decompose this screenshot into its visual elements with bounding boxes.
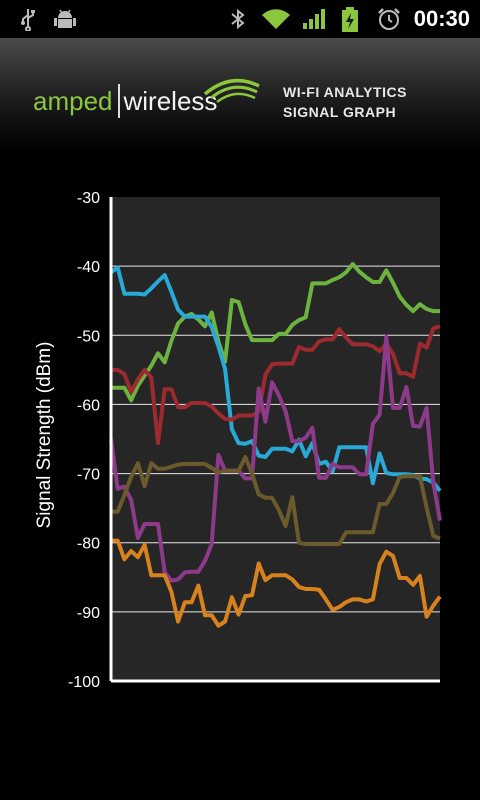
- logo-swoosh-icon: [203, 78, 260, 104]
- y-axis-label: Signal Strength (dBm): [34, 342, 55, 529]
- logo-divider: [117, 84, 120, 118]
- alarm-icon: [378, 8, 400, 30]
- usb-icon: [21, 9, 35, 31]
- y-tick-label: -30: [77, 190, 100, 207]
- y-tick-label: -80: [77, 536, 100, 553]
- status-time: 00:30: [413, 6, 470, 31]
- header-title-line1: WI-FI ANALYTICS: [283, 84, 407, 100]
- status-bar: 00:30: [0, 0, 480, 38]
- series-layer: [109, 262, 442, 628]
- y-tick-label: -50: [77, 328, 100, 345]
- series-line-6: [111, 538, 442, 628]
- series-line-2: [109, 265, 442, 493]
- amped-wireless-logo: amped wireless: [33, 78, 260, 118]
- header-titles: WI-FI ANALYTICS SIGNAL GRAPH: [283, 82, 407, 122]
- wifi-icon: [262, 9, 290, 29]
- y-tick-label: -40: [77, 259, 100, 276]
- y-tick-label: -100: [68, 674, 100, 691]
- battery-charging-icon: [342, 7, 358, 32]
- series-line-5: [111, 455, 441, 547]
- axis-layer: [109, 197, 440, 683]
- header-title-line2: SIGNAL GRAPH: [283, 104, 397, 120]
- series-line-1: [111, 262, 440, 403]
- y-tick-label: -90: [77, 605, 100, 622]
- bluetooth-icon: [231, 8, 245, 30]
- tick-labels: -30 -40 -50 -60 -70 -80 -90 -100: [68, 190, 100, 691]
- y-tick-label: -60: [77, 397, 100, 414]
- y-tick-label: -70: [77, 467, 100, 484]
- android-debug-icon: [54, 9, 76, 28]
- logo-text-wireless: wireless: [123, 85, 218, 116]
- app-header: amped wireless WI-FI ANALYTICS SIGNAL GR…: [0, 38, 480, 150]
- logo-text-amped: amped: [33, 85, 113, 116]
- signal-bars-icon: [303, 9, 325, 29]
